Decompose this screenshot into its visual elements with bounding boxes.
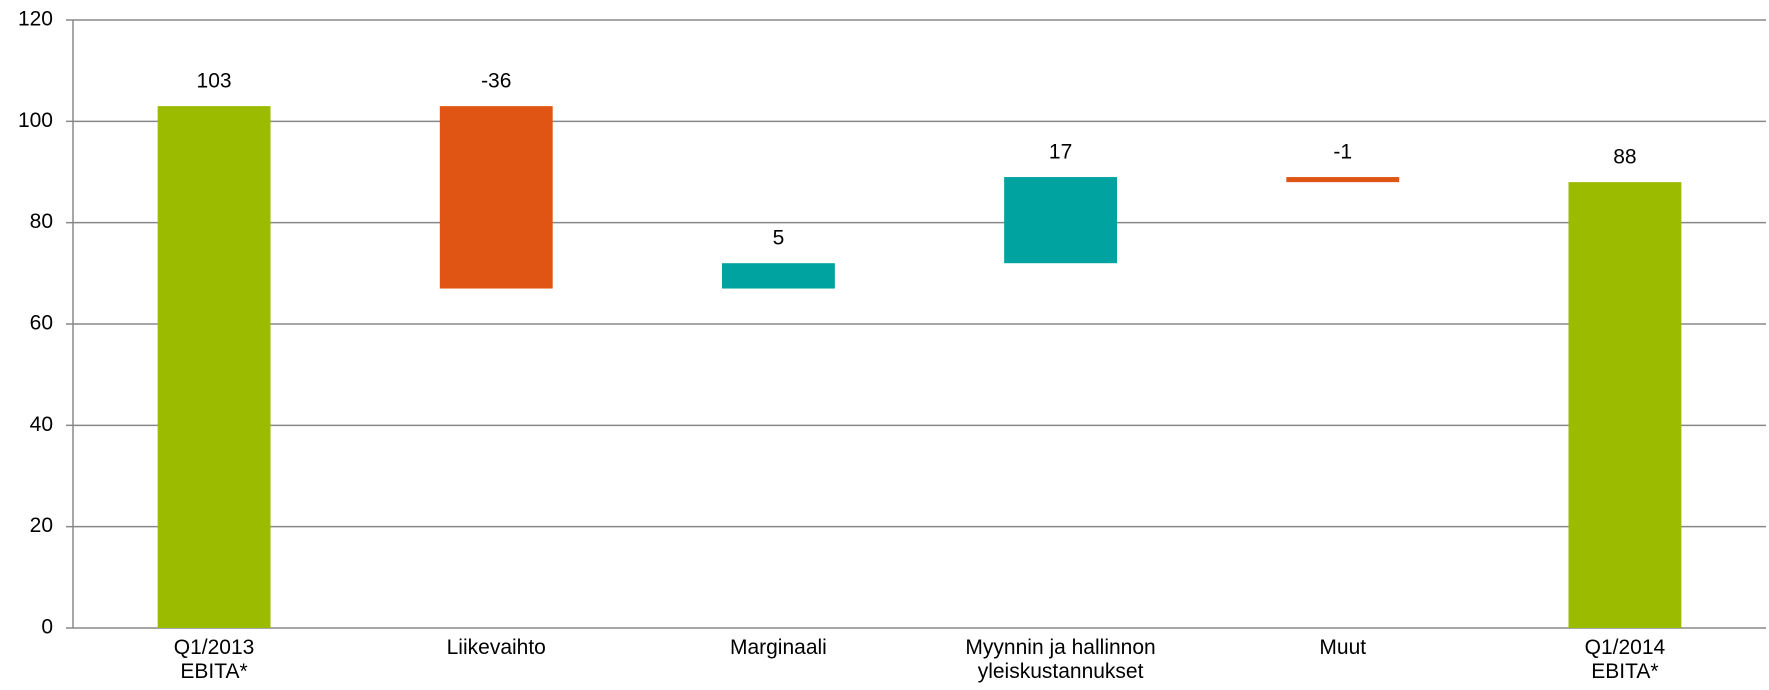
x-tick-label: Q1/2013 EBITA* (173, 636, 255, 683)
bar (1568, 182, 1682, 628)
bar (1286, 177, 1400, 183)
y-tick-label: 40 (30, 413, 53, 436)
value-label: 103 (197, 70, 232, 93)
x-tick-label: Q1/2014 EBITA* (1584, 636, 1666, 683)
x-tick-label: Marginaali (729, 636, 827, 659)
value-label: 17 (1049, 141, 1072, 164)
value-label: -36 (481, 70, 511, 93)
x-tick-label: Liikevaihto (446, 636, 546, 659)
y-tick-label: 100 (18, 109, 53, 132)
value-label: -1 (1333, 141, 1352, 164)
bar (157, 106, 271, 629)
bar (721, 263, 835, 289)
y-tick-label: 80 (30, 210, 53, 233)
x-tick-label: Muut (1319, 636, 1367, 659)
bar (439, 106, 553, 289)
bar (1004, 177, 1118, 264)
y-tick-label: 120 (18, 8, 53, 31)
y-tick-label: 20 (30, 514, 53, 537)
y-tick-label: 0 (41, 616, 53, 639)
value-label: 88 (1613, 146, 1636, 169)
value-label: 5 (773, 227, 785, 250)
y-tick-label: 60 (30, 312, 53, 335)
x-tick-label: Myynnin ja hallinnon yleiskustannukset (965, 636, 1156, 683)
